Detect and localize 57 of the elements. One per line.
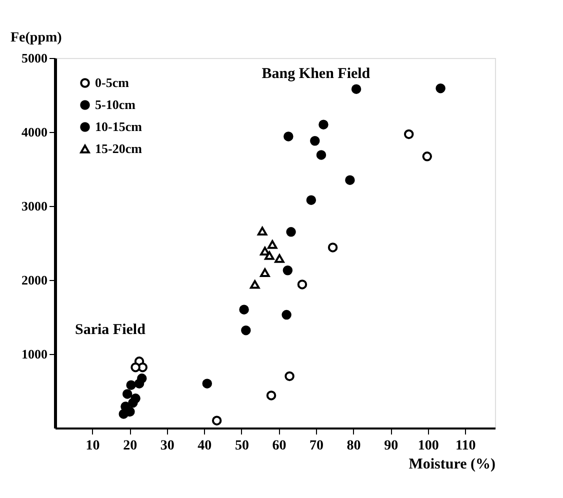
point: [260, 246, 270, 256]
legend-label: 15-20cm: [95, 141, 142, 156]
y-axis-title: Fe(ppm): [10, 30, 62, 46]
point: [126, 380, 136, 390]
point: [282, 266, 293, 276]
point: [128, 398, 138, 408]
point: [284, 132, 294, 142]
point: [422, 152, 432, 162]
legend-label: 5-10cm: [95, 97, 136, 112]
x-tick-label: 110: [456, 438, 476, 454]
y-tick-label: 4000: [22, 124, 48, 140]
annotation: Saria Field: [75, 322, 146, 338]
x-tick-label: 90: [384, 438, 398, 454]
legend-label: 0-5cm: [95, 75, 130, 90]
x-tick-label: 40: [198, 438, 212, 454]
point: [260, 268, 270, 277]
x-tick-label: 50: [234, 438, 249, 454]
point: [268, 240, 278, 249]
y-tick-label: 1000: [22, 346, 48, 362]
point: [284, 371, 294, 382]
point: [436, 83, 446, 94]
point: [318, 120, 328, 130]
point: [250, 280, 260, 289]
point: [328, 242, 338, 252]
point: [264, 251, 274, 260]
point: [351, 84, 362, 94]
point: [297, 280, 308, 290]
point: [130, 362, 140, 372]
x-axis-title: Moisture (%): [408, 456, 496, 472]
point: [212, 416, 222, 426]
legend-label: 10-15cm: [95, 119, 142, 134]
point: [310, 136, 320, 146]
y-tick-label: 3000: [22, 198, 48, 214]
point: [239, 304, 249, 314]
x-tick-label: 60: [272, 438, 286, 454]
y-tick-label: 5000: [22, 50, 48, 66]
point: [202, 378, 212, 388]
point: [282, 310, 292, 320]
x-tick-label: 80: [346, 438, 361, 454]
point: [122, 389, 132, 399]
point: [404, 129, 414, 140]
point: [266, 390, 276, 400]
x-tick-label: 30: [160, 438, 174, 454]
x-tick-label: 70: [310, 438, 324, 454]
point: [316, 150, 326, 160]
point: [257, 226, 268, 236]
point: [134, 378, 144, 388]
y-tick-label: 2000: [22, 272, 48, 288]
point: [241, 325, 251, 336]
x-tick-label: 10: [86, 438, 100, 454]
point: [345, 175, 355, 185]
x-tick-label: 20: [123, 438, 138, 454]
x-tick-label: 100: [418, 438, 439, 454]
point: [306, 195, 316, 205]
annotation: Bang Khen Field: [262, 66, 371, 82]
point: [274, 254, 284, 263]
point: [286, 227, 296, 237]
